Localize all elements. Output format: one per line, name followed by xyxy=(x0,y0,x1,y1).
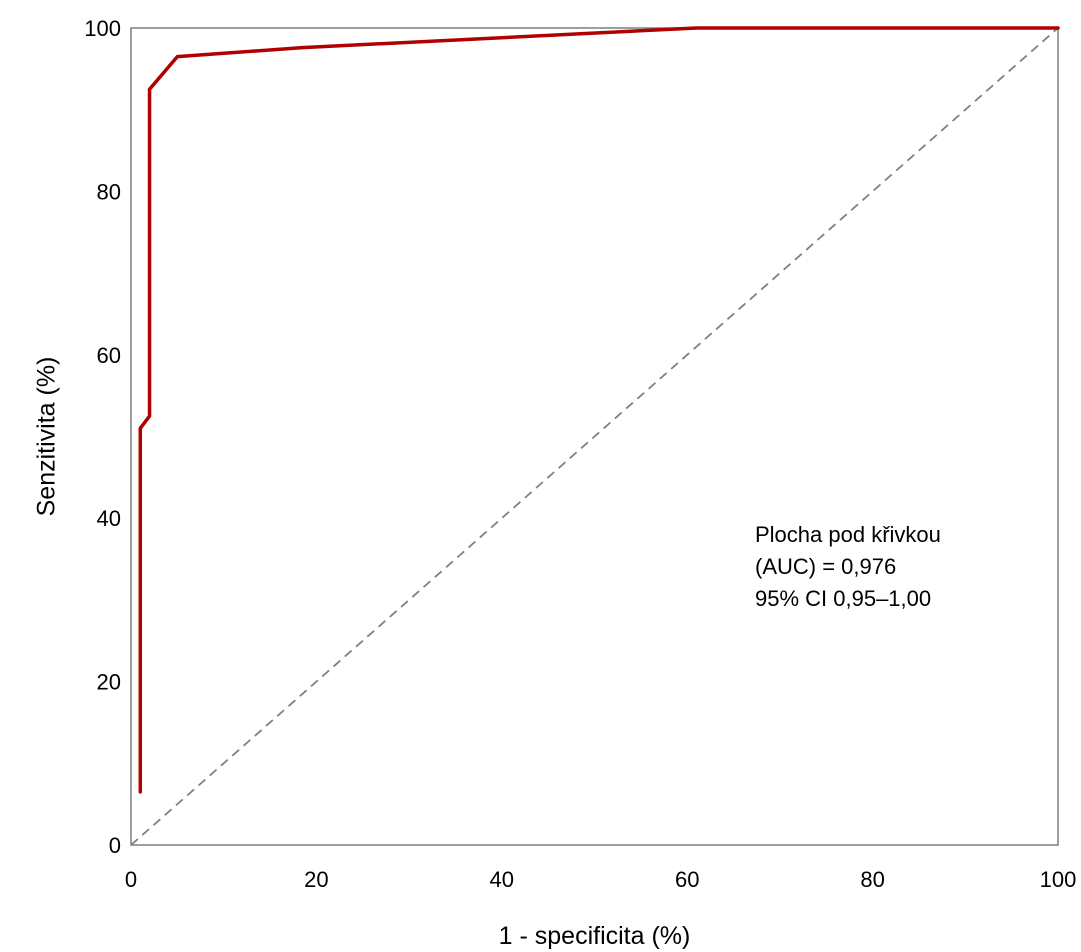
x-axis-title: 1 - specificita (%) xyxy=(499,922,691,950)
x-tick-label: 100 xyxy=(1040,867,1077,892)
y-tick-label: 20 xyxy=(97,670,121,695)
y-tick-label: 100 xyxy=(84,16,121,41)
x-tick-label: 20 xyxy=(304,867,328,892)
x-tick-label: 80 xyxy=(860,867,884,892)
y-tick-label: 80 xyxy=(97,179,121,204)
y-tick-label: 60 xyxy=(97,343,121,368)
y-axis-title: Senzitivita (%) xyxy=(33,357,61,517)
auc-annotation-line: Plocha pod křivkou xyxy=(755,522,941,547)
x-tick-label: 40 xyxy=(490,867,514,892)
auc-annotation-line: 95% CI 0,95–1,00 xyxy=(755,586,931,611)
plot-frame xyxy=(130,27,1059,846)
x-tick-label: 0 xyxy=(125,867,137,892)
roc-curve-line xyxy=(138,26,1060,794)
y-tick-label: 40 xyxy=(97,506,121,531)
reference-diagonal-line xyxy=(130,27,1059,846)
x-tick-label: 60 xyxy=(675,867,699,892)
y-tick-label: 0 xyxy=(109,833,121,858)
auc-annotation: Plocha pod křivkou (AUC) = 0,976 95% CI … xyxy=(755,522,947,611)
auc-annotation-line: (AUC) = 0,976 xyxy=(755,554,896,579)
